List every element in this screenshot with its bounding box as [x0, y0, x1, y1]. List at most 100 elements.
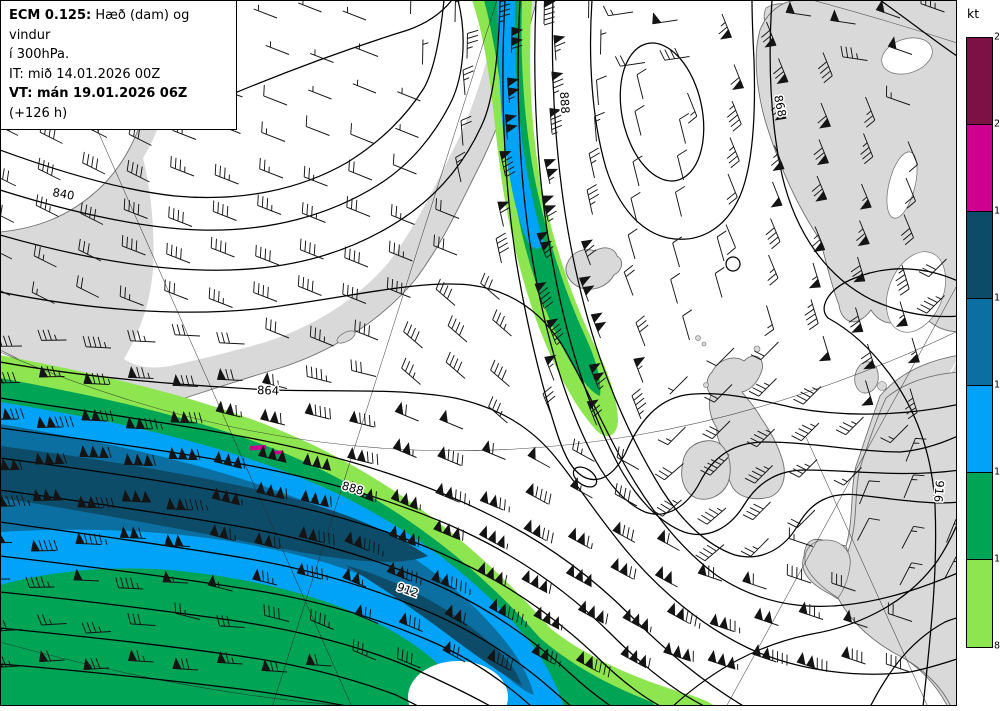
wind-barb — [354, 604, 379, 624]
meridian-line — [272, 1, 497, 705]
wind-barb — [168, 206, 193, 227]
wind-barb — [848, 307, 864, 333]
wind-barb — [127, 329, 156, 343]
legend-tick-200: 200 — [994, 118, 1000, 130]
legend-tick-180: 180 — [994, 205, 1000, 217]
wind-barb — [392, 438, 417, 458]
wind-barb — [907, 141, 918, 173]
wind-barb — [127, 366, 154, 379]
wind-barb — [813, 139, 829, 166]
wind-barb — [455, 151, 466, 183]
wind-barb — [534, 281, 554, 309]
closed-contours — [572, 1, 756, 488]
wind-barb — [748, 378, 777, 397]
wind-barb — [533, 606, 563, 631]
wind-barb — [1, 273, 11, 296]
wind-barb — [850, 256, 866, 283]
wind-barb — [614, 55, 646, 67]
wind-barb — [297, 275, 322, 296]
wind-barb — [750, 341, 779, 361]
wind-barb — [541, 195, 557, 222]
wind-barb — [395, 124, 419, 138]
wind-barb — [81, 621, 112, 634]
wind-barb — [308, 85, 332, 100]
wind-barb — [900, 214, 914, 246]
wind-barb — [121, 489, 152, 503]
wind-barb — [1, 236, 13, 260]
contour-label: 888 — [557, 91, 572, 114]
wind-barb — [386, 277, 411, 298]
wind-barb — [31, 281, 55, 304]
wind-barb — [479, 490, 510, 513]
wind-barb — [254, 531, 281, 549]
title-line-1: ECM 0.125: Hæð (dam) og vindur — [9, 6, 228, 45]
wind-barb — [211, 487, 243, 506]
wind-barb — [344, 246, 369, 268]
jet-notch — [408, 661, 508, 705]
wind-barb — [654, 463, 684, 481]
band-120kt-north — [497, 1, 544, 249]
wind-barb — [1, 200, 15, 223]
wind-barb — [523, 519, 554, 544]
wind-barb — [495, 232, 510, 264]
wind-barb — [352, 639, 377, 661]
wind-barb — [346, 196, 371, 217]
wind-barb — [857, 517, 881, 541]
wind-barb — [742, 570, 767, 590]
wind-barb — [785, 1, 812, 17]
wind-barb — [612, 521, 636, 543]
wind-barb — [212, 200, 237, 221]
wind-barb — [127, 613, 156, 626]
wind-barb — [166, 242, 191, 264]
wind-barb — [119, 526, 146, 539]
wind-barb — [635, 315, 649, 347]
wind-barb — [350, 359, 377, 377]
wind-barb — [861, 380, 874, 406]
wind-barb — [577, 600, 609, 625]
wind-barb — [82, 335, 112, 349]
wind-barb — [445, 351, 466, 379]
wind-barb — [811, 175, 828, 202]
wind-barb — [1, 163, 17, 187]
wind-barb — [78, 238, 102, 262]
wind-barb — [1, 656, 21, 668]
wind-barb — [168, 447, 201, 461]
wind-barb — [37, 157, 61, 181]
wind-barb — [83, 372, 111, 385]
wind-barb — [433, 234, 458, 256]
wind-speed-shading — [1, 1, 714, 705]
wind-barb — [944, 556, 956, 580]
wind-barb — [770, 181, 783, 208]
wind-barb — [631, 388, 647, 420]
wind-barb — [761, 21, 777, 48]
legend-segment-140-160 — [967, 299, 992, 386]
wind-barb — [478, 525, 509, 550]
wind-barb — [256, 481, 288, 500]
wind-barb — [497, 201, 511, 227]
wind-barb — [216, 331, 245, 345]
wind-barb — [37, 614, 67, 626]
wind-barb — [725, 224, 736, 256]
wind-barb — [499, 151, 516, 178]
wind-barb — [172, 374, 199, 387]
wind-barb — [397, 87, 421, 102]
wind-barb — [304, 402, 331, 420]
wind-barb — [1, 371, 21, 384]
wind-barb — [843, 609, 868, 628]
wind-barb — [347, 446, 379, 465]
wind-barb — [572, 438, 595, 462]
denmark — [854, 361, 879, 394]
wind-barb — [672, 236, 683, 268]
wind-barb — [348, 159, 373, 181]
wind-barb — [875, 1, 901, 19]
wind-barb — [342, 567, 367, 588]
wind-barb — [34, 452, 67, 465]
wind-barb — [742, 501, 771, 521]
contour-label: 868 — [771, 94, 789, 118]
wind-barb — [695, 544, 725, 562]
wind-barb — [602, 5, 634, 17]
wind-barb — [546, 318, 564, 346]
legend-tick-100: 100 — [994, 553, 1000, 565]
wind-barb — [346, 480, 377, 503]
ireland — [681, 440, 731, 500]
